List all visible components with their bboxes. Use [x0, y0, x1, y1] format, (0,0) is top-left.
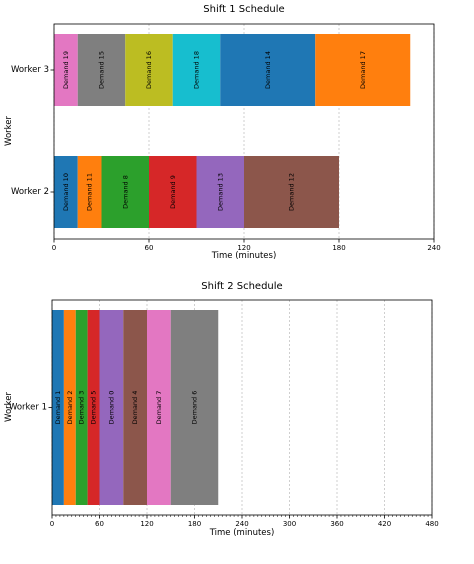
- gantt-bar-label: Demand 0: [107, 391, 115, 425]
- gantt-bar: [63, 310, 76, 505]
- gantt-bar: [54, 156, 78, 228]
- x-tick-label: 180: [332, 244, 345, 252]
- gantt-bar: [123, 310, 147, 505]
- gantt-bar: [77, 156, 102, 228]
- gantt-bar-label: Demand 1: [54, 391, 62, 425]
- gantt-bar-label: Demand 8: [121, 175, 129, 209]
- y-tick-label: Worker 1: [9, 403, 47, 413]
- chart-1-y-ticks: Worker 3 Worker 2: [11, 65, 54, 197]
- gantt-bar-label: Demand 2: [66, 391, 74, 425]
- chart-2-x-axis-label: Time (minutes): [209, 528, 275, 538]
- gantt-bar: [315, 34, 411, 106]
- x-tick-label: 180: [188, 520, 201, 528]
- x-tick-label: 120: [140, 520, 153, 528]
- chart-2-y-ticks: Worker 1: [9, 403, 52, 413]
- x-tick-label: 60: [95, 520, 104, 528]
- x-tick-label: 60: [145, 244, 154, 252]
- gantt-bar-label: Demand 7: [155, 391, 163, 425]
- gantt-bar-label: Demand 15: [98, 51, 106, 89]
- gantt-bar-label: Demand 18: [193, 51, 201, 89]
- gantt-bar-label: Demand 13: [216, 173, 224, 211]
- gantt-bar-label: Demand 16: [145, 51, 153, 89]
- x-tick-label: 120: [237, 244, 250, 252]
- chart-1-title: Shift 1 Schedule: [203, 4, 284, 15]
- gantt-bar-label: Demand 17: [359, 51, 367, 89]
- y-tick-label: Worker 2: [11, 187, 49, 197]
- x-tick-label: 420: [378, 520, 391, 528]
- gantt-bar-label: Demand 9: [169, 175, 177, 209]
- x-tick-label: 0: [50, 520, 54, 528]
- chart-2-y-axis-label: Worker: [4, 392, 14, 422]
- chart-2: Shift 2 Schedule Demand 1 Demand 2 Demand …: [4, 281, 439, 538]
- chart-2-title: Shift 2 Schedule: [201, 281, 282, 292]
- chart-1-bars: Demand 19 Demand 15 Demand 16 Demand 18 Dema…: [54, 34, 411, 228]
- gantt-bar: [172, 34, 221, 106]
- gantt-bar-label: Demand 10: [62, 173, 70, 211]
- x-tick-label: 360: [330, 520, 343, 528]
- gantt-bar-label: Demand 4: [131, 391, 139, 425]
- gantt-bar: [244, 156, 339, 228]
- gantt-bar: [125, 34, 173, 106]
- gantt-bar: [170, 310, 219, 505]
- gantt-bar-label: Demand 12: [288, 173, 296, 211]
- x-tick-label: 240: [427, 244, 440, 252]
- x-tick-label: 300: [283, 520, 296, 528]
- y-tick-label: Worker 3: [11, 65, 49, 75]
- gantt-bar: [87, 310, 100, 505]
- chart-1-x-axis-label: Time (minutes): [211, 251, 277, 261]
- gantt-bar: [54, 34, 78, 106]
- gantt-bar: [99, 310, 124, 505]
- x-tick-label: 480: [425, 520, 438, 528]
- gantt-bar-label: Demand 14: [264, 51, 272, 89]
- gantt-bar: [149, 156, 197, 228]
- gantt-bar: [101, 156, 149, 228]
- gantt-bar: [147, 310, 171, 505]
- gantt-bar-label: Demand 6: [191, 391, 199, 425]
- x-tick-label: 240: [235, 520, 248, 528]
- chart-2-x-ticks: 0 60 120 180 240 300 360 420 480: [50, 515, 439, 528]
- gantt-bar: [52, 310, 64, 505]
- chart-1-x-ticks: 0 60 120 180 240: [52, 239, 441, 252]
- gantt-bar-label: Demand 3: [78, 391, 86, 425]
- x-tick-label: 0: [52, 244, 56, 252]
- gantt-bar: [75, 310, 88, 505]
- chart-1: Shift 1 Schedule Demand 19 Demand 15 Deman…: [4, 4, 441, 261]
- chart-1-y-axis-label: Worker: [4, 116, 14, 146]
- gantt-bar-label: Demand 11: [86, 173, 94, 211]
- gantt-bar-label: Demand 19: [62, 51, 70, 89]
- chart-2-bars: Demand 1 Demand 2 Demand 3 Demand 5 Demand 0…: [52, 310, 219, 505]
- gantt-bar: [77, 34, 126, 106]
- gantt-bar-label: Demand 5: [90, 391, 98, 425]
- gantt-bar: [220, 34, 316, 106]
- gantt-bar: [196, 156, 244, 228]
